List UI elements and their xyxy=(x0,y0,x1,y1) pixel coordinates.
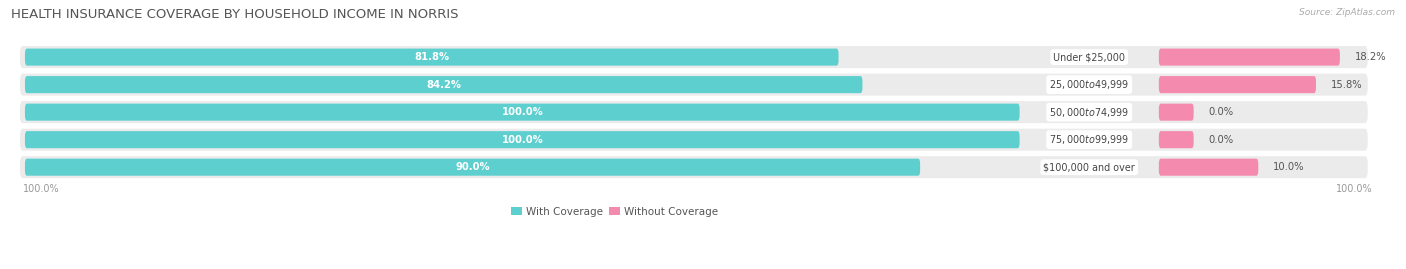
FancyBboxPatch shape xyxy=(1159,76,1316,93)
Text: 15.8%: 15.8% xyxy=(1331,80,1362,90)
FancyBboxPatch shape xyxy=(25,49,838,66)
Text: 100.0%: 100.0% xyxy=(22,184,59,194)
FancyBboxPatch shape xyxy=(25,159,920,176)
FancyBboxPatch shape xyxy=(25,104,1019,121)
FancyBboxPatch shape xyxy=(20,46,1368,68)
Text: 100.0%: 100.0% xyxy=(1336,184,1372,194)
Legend: With Coverage, Without Coverage: With Coverage, Without Coverage xyxy=(508,202,723,221)
FancyBboxPatch shape xyxy=(20,129,1368,151)
FancyBboxPatch shape xyxy=(1159,131,1194,148)
Text: $25,000 to $49,999: $25,000 to $49,999 xyxy=(1049,78,1129,91)
FancyBboxPatch shape xyxy=(1159,49,1340,66)
Text: 0.0%: 0.0% xyxy=(1209,107,1233,117)
FancyBboxPatch shape xyxy=(1159,159,1258,176)
Text: 81.8%: 81.8% xyxy=(415,52,450,62)
FancyBboxPatch shape xyxy=(1159,104,1194,121)
Text: 10.0%: 10.0% xyxy=(1274,162,1305,172)
Text: Source: ZipAtlas.com: Source: ZipAtlas.com xyxy=(1299,8,1395,17)
Text: 100.0%: 100.0% xyxy=(502,107,543,117)
Text: Under $25,000: Under $25,000 xyxy=(1053,52,1125,62)
Text: 84.2%: 84.2% xyxy=(426,80,461,90)
Text: 100.0%: 100.0% xyxy=(502,135,543,145)
Text: $50,000 to $74,999: $50,000 to $74,999 xyxy=(1049,106,1129,119)
FancyBboxPatch shape xyxy=(25,76,862,93)
Text: 18.2%: 18.2% xyxy=(1355,52,1386,62)
Text: 0.0%: 0.0% xyxy=(1209,135,1233,145)
Text: 90.0%: 90.0% xyxy=(456,162,489,172)
FancyBboxPatch shape xyxy=(20,156,1368,178)
Text: HEALTH INSURANCE COVERAGE BY HOUSEHOLD INCOME IN NORRIS: HEALTH INSURANCE COVERAGE BY HOUSEHOLD I… xyxy=(11,8,458,21)
Text: $75,000 to $99,999: $75,000 to $99,999 xyxy=(1049,133,1129,146)
Text: $100,000 and over: $100,000 and over xyxy=(1043,162,1135,172)
FancyBboxPatch shape xyxy=(25,131,1019,148)
FancyBboxPatch shape xyxy=(20,74,1368,95)
FancyBboxPatch shape xyxy=(20,101,1368,123)
